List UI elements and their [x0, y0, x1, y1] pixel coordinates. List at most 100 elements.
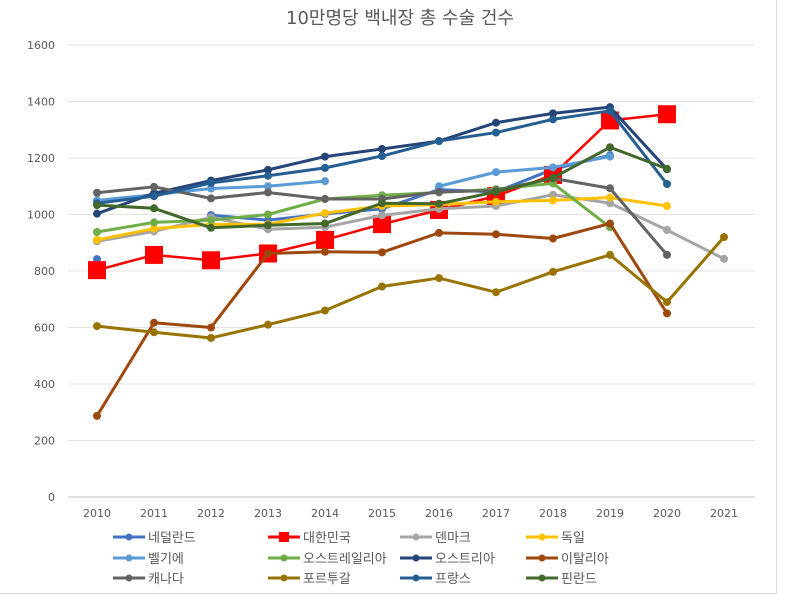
x-tick-label: 2017 — [482, 507, 510, 520]
data-point — [93, 228, 101, 237]
data-point — [150, 328, 158, 337]
data-point — [492, 187, 500, 196]
legend-marker — [125, 574, 133, 582]
legend-marker — [538, 533, 546, 541]
x-tick-label: 2018 — [539, 507, 567, 520]
data-point — [321, 194, 329, 203]
data-point — [606, 143, 614, 152]
series-9 — [93, 233, 728, 342]
data-point — [492, 118, 500, 127]
legend-label: 포르투갈 — [303, 572, 351, 587]
data-point — [264, 221, 272, 230]
data-point — [150, 204, 158, 213]
x-tick-label: 2019 — [596, 507, 624, 520]
legend-marker — [280, 554, 288, 562]
y-tick-label: 800 — [34, 265, 55, 278]
x-tick-label: 2015 — [368, 507, 396, 520]
data-point — [321, 247, 329, 256]
data-point — [378, 199, 386, 208]
data-point — [492, 128, 500, 137]
data-point — [378, 211, 386, 220]
legend-label: 네덜란드 — [148, 531, 196, 546]
y-tick-label: 600 — [34, 322, 55, 335]
data-point — [93, 188, 101, 197]
data-point — [93, 235, 101, 244]
legend-item: 캐나다 — [113, 572, 184, 587]
data-point — [606, 152, 614, 161]
data-point — [492, 288, 500, 297]
data-point — [663, 309, 671, 318]
data-point — [88, 261, 106, 280]
data-point — [435, 228, 443, 237]
x-tick-label: 2012 — [197, 507, 225, 520]
data-point — [93, 255, 101, 264]
legend-label: 프랑스 — [435, 572, 471, 587]
data-point — [663, 164, 671, 173]
data-point — [378, 152, 386, 161]
data-point — [316, 230, 334, 249]
chart-title: 10만명당 백내장 총 수술 건수 — [286, 8, 514, 29]
data-point — [492, 168, 500, 177]
data-point — [720, 233, 728, 242]
y-tick-label: 1400 — [27, 96, 55, 109]
data-point — [321, 152, 329, 161]
data-point — [435, 182, 443, 191]
y-tick-label: 1600 — [27, 39, 55, 52]
x-axis: 2010 2011 2012 2013 2014 2015 2016 2017 2018 2019… — [83, 507, 738, 520]
legend-item: 오스트레일리아 — [268, 552, 387, 567]
data-point — [93, 201, 101, 210]
data-point — [207, 323, 215, 332]
data-point — [150, 318, 158, 327]
legend-label: 벨기에 — [148, 552, 184, 567]
data-point — [321, 177, 329, 186]
data-point — [207, 216, 215, 225]
data-point — [93, 209, 101, 218]
data-point — [435, 187, 443, 196]
data-point — [150, 182, 158, 191]
data-point — [145, 245, 163, 264]
legend-label: 이탈리아 — [561, 552, 609, 567]
series-11 — [93, 143, 671, 232]
data-point — [549, 196, 557, 205]
data-point — [378, 144, 386, 153]
legend-label: 캐나다 — [148, 572, 184, 587]
data-point — [321, 163, 329, 172]
data-point — [264, 249, 272, 258]
data-point — [207, 333, 215, 342]
legend-marker — [412, 554, 420, 562]
legend-item: 오스트리아 — [400, 552, 495, 567]
series-line — [210, 153, 611, 222]
data-point — [549, 190, 557, 199]
x-tick-label: 2013 — [254, 507, 282, 520]
legend-item: 대한민국 — [268, 531, 351, 546]
data-point — [321, 219, 329, 228]
data-point — [549, 163, 557, 172]
data-point — [207, 184, 215, 193]
legend-marker — [412, 533, 420, 541]
legend-item: 독일 — [526, 531, 585, 546]
data-point — [93, 322, 101, 331]
data-point — [549, 173, 557, 182]
x-tick-label: 2010 — [83, 507, 111, 520]
y-tick-label: 1000 — [27, 209, 55, 222]
legend-item: 이탈리아 — [526, 552, 609, 567]
y-axis: 0 200 400 600 800 1000 1200 1400 1600 — [27, 39, 55, 504]
y-tick-label: 1200 — [27, 152, 55, 165]
data-point — [150, 218, 158, 227]
data-point — [378, 282, 386, 291]
legend-label: 덴마크 — [435, 531, 471, 546]
data-point — [606, 250, 614, 259]
data-point — [264, 165, 272, 174]
data-point — [606, 199, 614, 208]
x-tick-label: 2016 — [425, 507, 453, 520]
data-point — [378, 248, 386, 257]
legend-item: 포르투갈 — [268, 572, 351, 587]
y-tick-label: 200 — [34, 435, 55, 448]
legend-item: 벨기에 — [113, 552, 184, 567]
series-line — [96, 236, 726, 340]
data-point — [264, 182, 272, 191]
data-point — [264, 210, 272, 219]
data-point — [93, 411, 101, 420]
y-tick-label: 400 — [34, 378, 55, 391]
